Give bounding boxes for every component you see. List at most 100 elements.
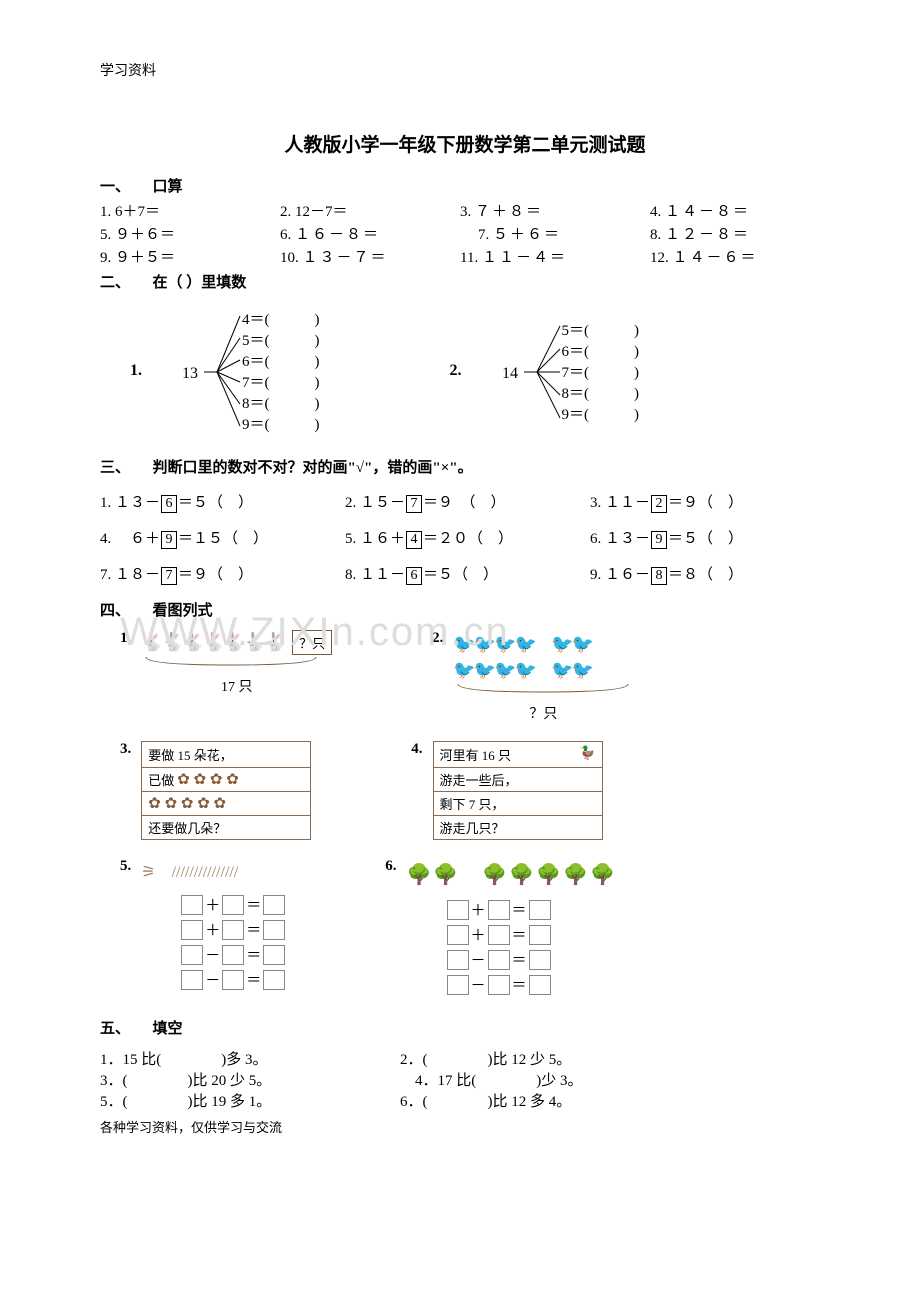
fig-num: 5.: [120, 858, 131, 875]
q1-t: ９＋６＝: [115, 227, 175, 243]
card-r1: 河里有 16 只: [440, 745, 512, 764]
q1-n: 12.: [650, 250, 669, 266]
q-label: ？只: [292, 630, 332, 655]
fig-num: 3.: [120, 741, 131, 758]
card-r4: 游走几只？: [433, 816, 603, 840]
q1-t: １６－８＝: [295, 227, 380, 243]
q3-a: ６＋: [115, 531, 160, 547]
brace-label: 17 只: [141, 676, 332, 696]
blank-box: [488, 900, 510, 920]
branch-num: 2.: [450, 362, 462, 380]
blank-box: [529, 975, 551, 995]
blank-box: [488, 950, 510, 970]
q3-n: 1.: [100, 495, 111, 511]
q5-n: 2．: [400, 1052, 423, 1068]
blank-box: [222, 920, 244, 940]
branch-line: 7＝( ): [242, 371, 320, 392]
blank-box: [222, 970, 244, 990]
birds-icon: 🐦🐦🐦🐦 🐦🐦🐦🐦🐦🐦 🐦🐦: [453, 634, 591, 680]
q1-n: 8.: [650, 227, 661, 243]
q3-a: １８－: [115, 567, 160, 583]
blank-box: [222, 895, 244, 915]
branch-svg-icon: 13: [182, 306, 242, 436]
page: 学习资料 人教版小学一年级下册数学第二单元测试题 一、 口算 1. 6＋7＝ 2…: [0, 0, 920, 1166]
q3-a: １１－: [360, 567, 405, 583]
q1-t: １２－８＝: [665, 227, 750, 243]
boxed-number: 8: [651, 567, 667, 585]
section-3-body: 1. １３－6＝５（ ） 2. １５－7＝９ （ ） 3. １１－2＝９（ ） …: [100, 491, 830, 585]
q3-a: １６－: [605, 567, 650, 583]
brace-icon: [453, 682, 633, 696]
rabbits-icon: 🐇🐇🐇🐇🐇🐇🐇: [141, 632, 284, 653]
boxed-number: 2: [651, 495, 667, 513]
q5-n: 4．: [415, 1073, 438, 1089]
section-2-title: 二、 在（ ）里填数: [100, 271, 830, 292]
card-head: 要做 15 朵花，: [141, 741, 311, 768]
fig-num: 1.: [120, 630, 131, 647]
q5-t: ( )比 12 多 4。: [423, 1094, 572, 1110]
q1-n: 6.: [280, 227, 291, 243]
q3-n: 5.: [345, 531, 356, 547]
blank-box: [263, 945, 285, 965]
q3-c: ＝５（ ）: [423, 567, 498, 583]
blank-box: [263, 920, 285, 940]
blank-box: [529, 900, 551, 920]
page-footer-label: 各种学习资料，仅供学习与交流: [100, 1117, 830, 1136]
brace-icon: [141, 655, 321, 669]
blank-box: [488, 925, 510, 945]
q1-t: １４－６＝: [673, 250, 758, 266]
page-title: 人教版小学一年级下册数学第二单元测试题: [100, 130, 830, 157]
section-1-title: 一、 口算: [100, 175, 830, 196]
boxed-number: 9: [651, 531, 667, 549]
duck-icon: 🦆: [579, 745, 595, 764]
blank-box: [263, 895, 285, 915]
q5-t: 17 比( )少 3。: [438, 1073, 583, 1089]
section-2-body: 1. 13 4＝( ) 5＝( ) 6＝( ) 7＝( ) 8＝( ) 9＝( …: [130, 306, 830, 436]
branch-num: 1.: [130, 362, 142, 380]
q3-a: １６＋: [360, 531, 405, 547]
blank-box: [447, 900, 469, 920]
q1-t: 6＋7＝: [115, 204, 160, 220]
blank-box: [263, 970, 285, 990]
q1-t: ５＋６＝: [493, 227, 561, 243]
branch-line: 5＝( ): [562, 319, 640, 340]
boxed-number: 7: [161, 567, 177, 585]
q3-n: 2.: [345, 495, 356, 511]
q5-n: 6．: [400, 1094, 423, 1110]
q3-a: １３－: [605, 531, 650, 547]
q1-t: １１－４＝: [482, 250, 567, 266]
blank-box: [529, 925, 551, 945]
brace-label: ？只: [453, 703, 633, 723]
boxed-number: 4: [406, 531, 422, 549]
trees-icon: 🌳🌳 🌳🌳🌳🌳🌳: [407, 858, 617, 887]
section-5-title: 五、 填空: [100, 1017, 830, 1038]
q3-a: １５－: [360, 495, 405, 511]
branch-line: 9＝( ): [562, 403, 640, 424]
q1-n: 3.: [460, 204, 471, 220]
blank-box: [447, 975, 469, 995]
section-4-title: 四、 看图列式: [100, 599, 830, 620]
boxed-number: 7: [406, 495, 422, 513]
q3-c: ＝９（ ）: [668, 495, 743, 511]
q3-c: ＝２０（ ）: [423, 531, 513, 547]
branch-line: 8＝( ): [242, 392, 320, 413]
blank-box: [488, 975, 510, 995]
q1-n: 2.: [280, 204, 291, 220]
svg-text:13: 13: [182, 365, 198, 382]
q1-n: 9.: [100, 250, 111, 266]
q3-a: １１－: [605, 495, 650, 511]
branch-line: 7＝( ): [562, 361, 640, 382]
section-1-body: 1. 6＋7＝ 2. 12－7＝ 3. ７＋８＝ 4. １４－８＝ 5. ９＋６…: [100, 200, 830, 267]
q1-n: 11.: [460, 250, 478, 266]
q1-t: ７＋８＝: [475, 204, 543, 220]
q3-n: 4.: [100, 531, 111, 547]
q3-c: ＝１５（ ）: [178, 531, 268, 547]
figure-row-3: 5. ⚞ /////////////// ＋＝ ＋＝ －＝ －＝ 6. 🌳🌳 🌳…: [120, 858, 830, 999]
boxed-number: 9: [161, 531, 177, 549]
q1-n: 4.: [650, 204, 661, 220]
figure-row-2: 3. 要做 15 朵花， 已做✿ ✿ ✿ ✿ ✿ ✿ ✿ ✿ ✿ 还要做几朵？ …: [120, 741, 830, 840]
q1-t: 12－7＝: [295, 204, 348, 220]
q1-n: 7.: [478, 227, 489, 243]
branch-line: 5＝( ): [242, 329, 320, 350]
q1-n: 1.: [100, 204, 111, 220]
